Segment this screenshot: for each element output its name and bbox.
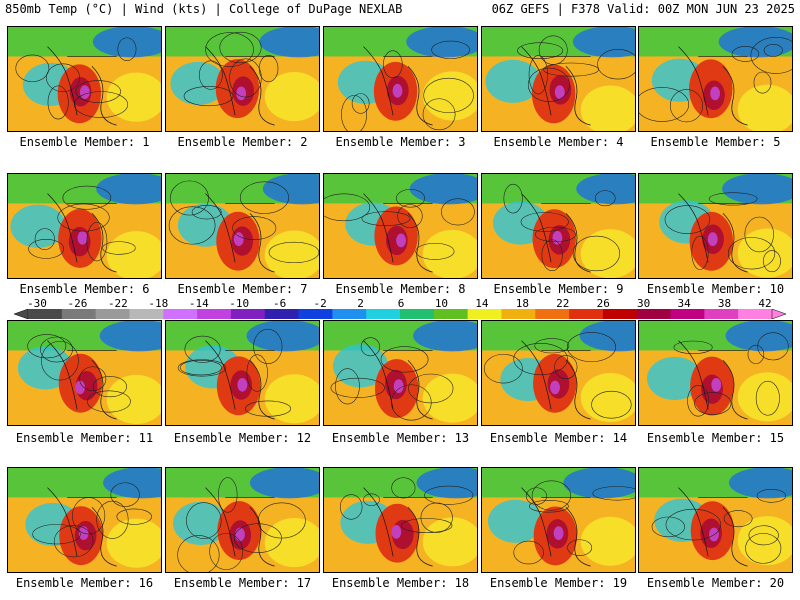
ensemble-member-label: Ensemble Member: 15 bbox=[646, 431, 785, 445]
colorbar-tick-label: 14 bbox=[475, 297, 489, 310]
ensemble-member-map bbox=[7, 467, 162, 573]
colorbar-segment bbox=[602, 309, 638, 319]
ensemble-member-label: Ensemble Member: 1 bbox=[19, 135, 150, 149]
ensemble-member-label: Ensemble Member: 13 bbox=[331, 431, 470, 445]
ensemble-member-map bbox=[7, 26, 162, 132]
ensemble-member-map bbox=[481, 467, 636, 573]
colorbar-segment bbox=[433, 309, 469, 319]
colorbar-segment bbox=[95, 309, 130, 319]
colorbar-segment bbox=[366, 309, 401, 319]
ensemble-member-label: Ensemble Member: 3 bbox=[335, 135, 466, 149]
colorbar-max-arrow bbox=[771, 309, 786, 319]
colorbar-tick-label: 2 bbox=[357, 297, 364, 310]
colorbar-segment bbox=[28, 309, 63, 319]
ensemble-member-label: Ensemble Member: 5 bbox=[650, 135, 781, 149]
colorbar-segment bbox=[535, 309, 570, 319]
ensemble-member-map bbox=[165, 173, 320, 279]
colorbar-tick-label: 34 bbox=[677, 297, 691, 310]
ensemble-member-map bbox=[481, 320, 636, 426]
colorbar-segment bbox=[163, 309, 198, 319]
colorbar-segment bbox=[129, 309, 164, 319]
colorbar-tick-label: 22 bbox=[556, 297, 570, 310]
ensemble-member-label: Ensemble Member: 9 bbox=[493, 282, 624, 296]
ensemble-member-map bbox=[323, 173, 478, 279]
ensemble-member-map bbox=[323, 467, 478, 573]
colorbar-tick-label: -10 bbox=[229, 297, 250, 310]
ensemble-member-map bbox=[638, 320, 793, 426]
ensemble-member-label: Ensemble Member: 4 bbox=[493, 135, 624, 149]
temperature-colorbar bbox=[14, 309, 786, 319]
colorbar-tick-label: 42 bbox=[758, 297, 772, 310]
ensemble-member-map bbox=[323, 320, 478, 426]
colorbar-tick-label: -22 bbox=[107, 297, 128, 310]
colorbar-min-arrow bbox=[14, 309, 29, 319]
ensemble-member-label: Ensemble Member: 7 bbox=[177, 282, 308, 296]
ensemble-member-map bbox=[481, 173, 636, 279]
colorbar-segment bbox=[704, 309, 739, 319]
ensemble-member-label: Ensemble Member: 16 bbox=[15, 576, 154, 590]
colorbar-segment bbox=[332, 309, 367, 319]
ensemble-member-map bbox=[638, 467, 793, 573]
colorbar-segment bbox=[636, 309, 672, 319]
ensemble-member-label: Ensemble Member: 10 bbox=[646, 282, 785, 296]
colorbar-tick-label: 30 bbox=[637, 297, 651, 310]
ensemble-member-map bbox=[638, 173, 793, 279]
colorbar-tick-label: 6 bbox=[397, 297, 405, 310]
colorbar-tick-label: -2 bbox=[313, 297, 327, 310]
ensemble-member-map bbox=[7, 173, 162, 279]
ensemble-member-map bbox=[323, 26, 478, 132]
colorbar-segment bbox=[61, 309, 97, 319]
colorbar-segment bbox=[230, 309, 266, 319]
colorbar-tick-label: -14 bbox=[188, 297, 209, 310]
ensemble-member-map bbox=[481, 26, 636, 132]
colorbar-tick-label: -26 bbox=[67, 297, 88, 310]
colorbar-segment bbox=[738, 309, 773, 319]
ensemble-member-label: Ensemble Member: 17 bbox=[173, 576, 312, 590]
colorbar-segment bbox=[467, 309, 502, 319]
ensemble-member-label: Ensemble Member: 11 bbox=[15, 431, 154, 445]
ensemble-member-label: Ensemble Member: 6 bbox=[19, 282, 150, 296]
ensemble-member-map bbox=[638, 26, 793, 132]
ensemble-member-label: Ensemble Member: 12 bbox=[173, 431, 312, 445]
ensemble-member-label: Ensemble Member: 18 bbox=[331, 576, 470, 590]
colorbar-tick-label: -18 bbox=[148, 297, 169, 310]
colorbar-tick-label: 10 bbox=[434, 297, 449, 310]
ensemble-member-label: Ensemble Member: 14 bbox=[489, 431, 628, 445]
ensemble-member-label: Ensemble Member: 19 bbox=[489, 576, 628, 590]
ensemble-member-map bbox=[7, 320, 162, 426]
colorbar-segment bbox=[400, 309, 435, 319]
colorbar-tick-label: 18 bbox=[515, 297, 529, 310]
colorbar-segment bbox=[501, 309, 536, 319]
colorbar-segment bbox=[670, 309, 705, 319]
colorbar-segment bbox=[298, 309, 333, 319]
colorbar-tick-label: 26 bbox=[596, 297, 610, 310]
colorbar-tick-label: -6 bbox=[273, 297, 287, 310]
ensemble-member-label: Ensemble Member: 8 bbox=[335, 282, 466, 296]
colorbar-segment bbox=[197, 309, 232, 319]
header-run-info: 06Z GEFS | F378 Valid: 00Z MON JUN 23 20… bbox=[491, 2, 795, 16]
ensemble-member-map bbox=[165, 320, 320, 426]
colorbar-segment bbox=[569, 309, 604, 319]
ensemble-member-label: Ensemble Member: 20 bbox=[646, 576, 785, 590]
colorbar-segment bbox=[264, 309, 300, 319]
ensemble-member-label: Ensemble Member: 2 bbox=[177, 135, 308, 149]
header-title: 850mb Temp (°C) | Wind (kts) | College o… bbox=[5, 2, 403, 16]
colorbar-tick-label: -30 bbox=[27, 297, 47, 310]
colorbar-tick-label: 38 bbox=[717, 297, 732, 310]
ensemble-member-map bbox=[165, 26, 320, 132]
ensemble-member-map bbox=[165, 467, 320, 573]
